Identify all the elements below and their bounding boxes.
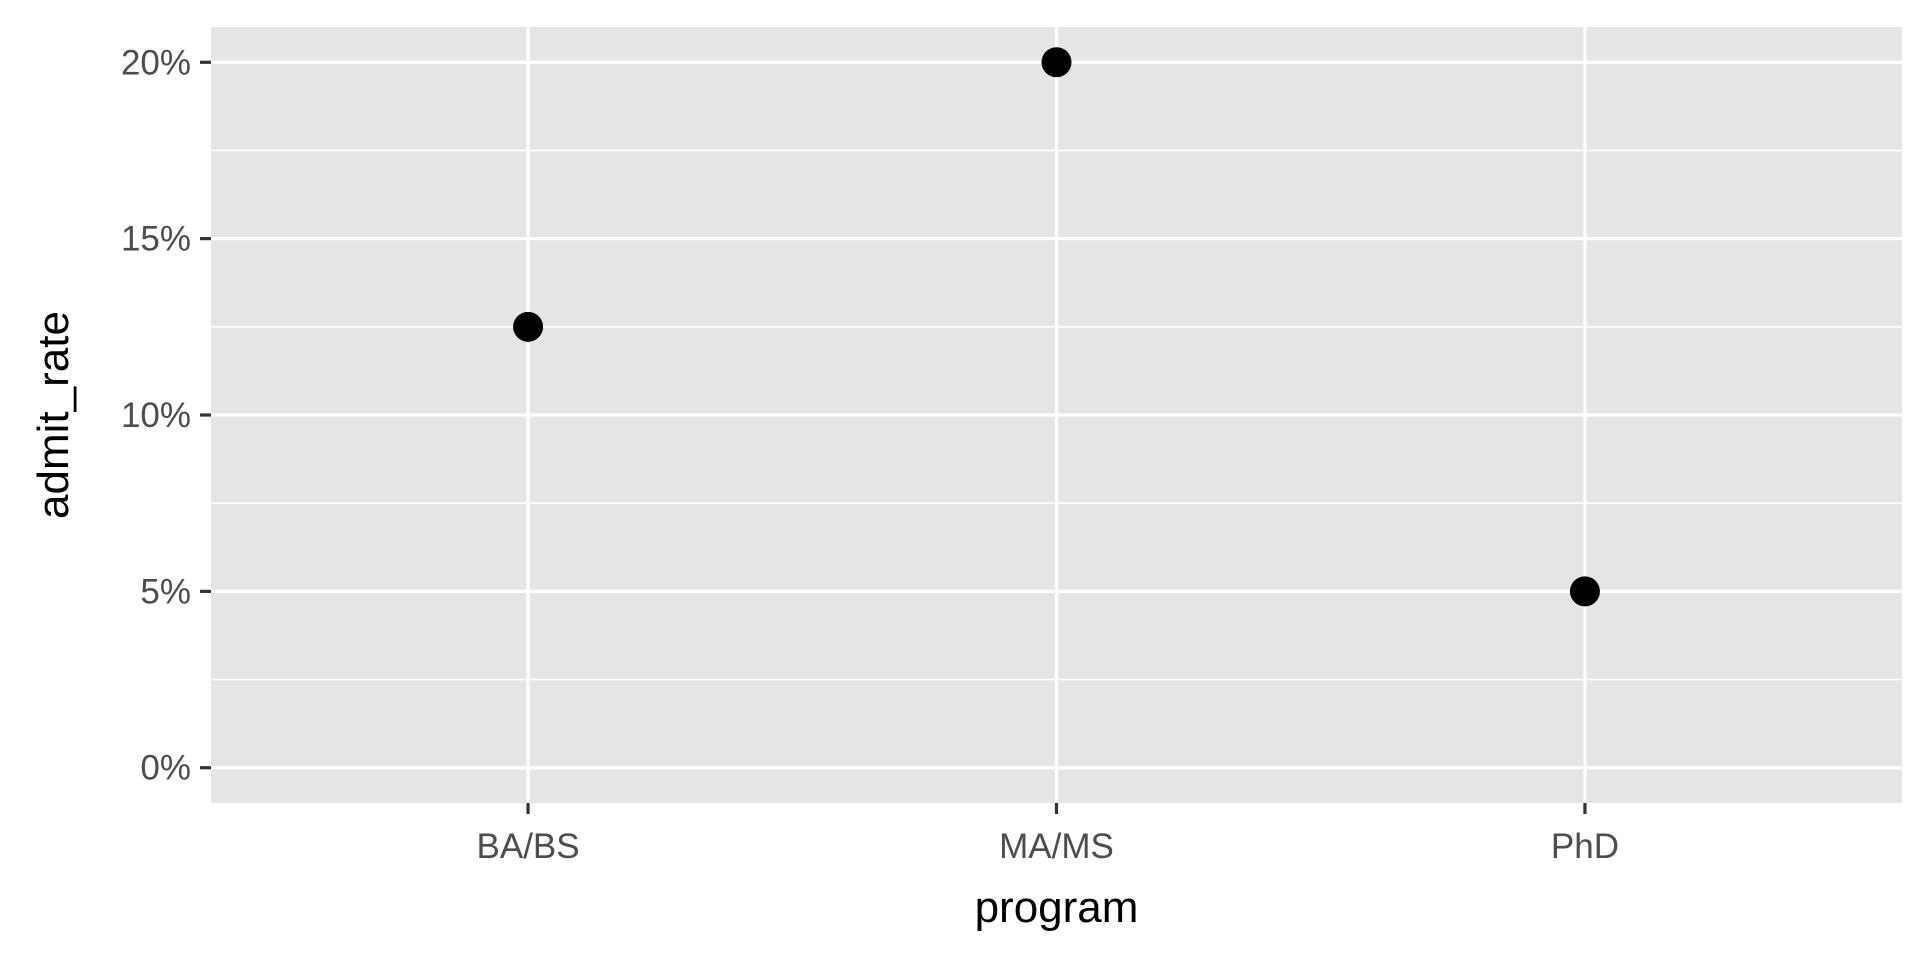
- y-axis: 0% 5% 10% 15% 20%: [121, 43, 211, 788]
- y-tick-label: 10%: [121, 396, 191, 435]
- x-tick-label: BA/BS: [477, 827, 580, 866]
- data-point: [1569, 576, 1600, 607]
- data-point: [1041, 47, 1072, 78]
- x-axis: BA/BS MA/MS PhD: [477, 803, 1619, 866]
- y-tick-label: 0%: [140, 749, 191, 788]
- data-point: [513, 311, 544, 342]
- x-tick-label: PhD: [1551, 827, 1619, 866]
- x-tick-label: MA/MS: [999, 827, 1114, 866]
- y-tick-label: 15%: [121, 220, 191, 259]
- x-axis-title: program: [975, 883, 1139, 932]
- y-tick-label: 20%: [121, 43, 191, 82]
- y-axis-title: admit_rate: [29, 311, 78, 519]
- y-tick-label: 5%: [140, 572, 191, 611]
- data-points: [513, 47, 1600, 607]
- major-gridlines: [211, 27, 1902, 803]
